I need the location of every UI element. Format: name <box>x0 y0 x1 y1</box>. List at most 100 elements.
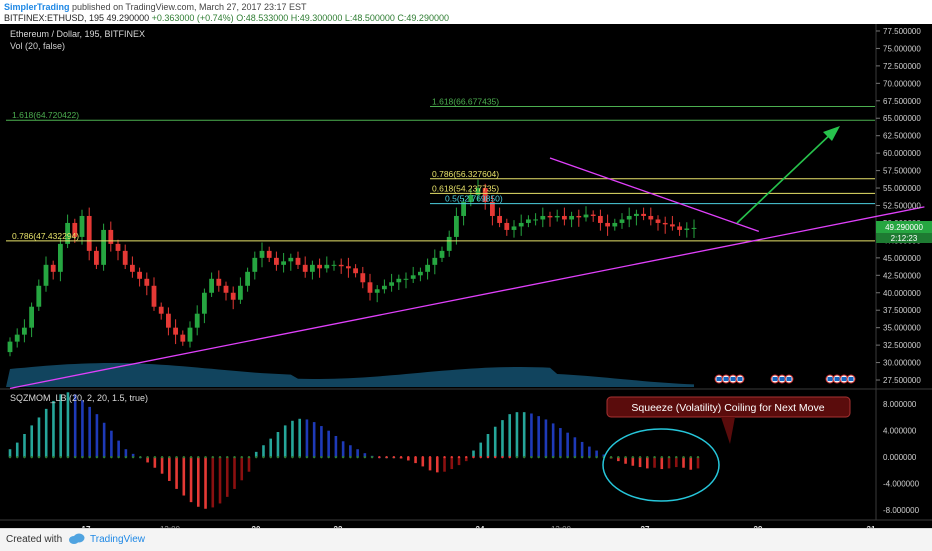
squeeze-dot <box>211 455 214 459</box>
indicator-axis[interactable]: 8.000000 4.000000 0.000000 -4.000000 -8.0000… <box>883 400 920 515</box>
histogram-bar <box>407 457 410 461</box>
chart-canvas[interactable]: 1.618(64.720422) 1.618(66.677435) 0.786(56… <box>0 24 932 528</box>
squeeze-dot <box>168 455 171 459</box>
histogram-bar <box>153 457 157 468</box>
time-axis[interactable]: 17 13:00 20 22 24 13:00 27 29 31 <box>82 525 876 528</box>
squeeze-dot <box>646 455 649 459</box>
candle-body <box>173 327 178 335</box>
squeeze-dot <box>399 455 403 459</box>
histogram-bar <box>218 457 222 504</box>
arrow-head <box>823 126 840 141</box>
histogram-bar <box>646 457 649 469</box>
histogram-bar <box>638 457 642 468</box>
candle-body <box>202 292 207 314</box>
fib-label: 1.618(64.720422) <box>12 110 79 120</box>
squeeze-dot <box>450 455 453 459</box>
author-link[interactable]: SimplerTrading <box>4 2 70 12</box>
squeeze-dot <box>566 455 569 459</box>
candle-body <box>101 229 106 265</box>
histogram-bar <box>631 457 635 466</box>
squeeze-dot <box>182 455 186 459</box>
squeeze-dot <box>66 455 70 459</box>
histogram-bar <box>580 441 584 458</box>
squeeze-dot <box>160 455 164 459</box>
price-badge-box <box>876 221 932 233</box>
squeeze-dot <box>73 455 77 459</box>
price-tick-label: 42.500000 <box>883 271 921 280</box>
price-axis[interactable]: 77.500000 75.000000 72.500000 70.000000 67.5… <box>876 27 921 385</box>
close-value: 49.290000 <box>406 13 449 23</box>
flag-stripe <box>779 377 785 381</box>
histogram-bar <box>349 445 352 458</box>
candle-body <box>346 266 351 269</box>
main-pane-title: Ethereum / Dollar, 195, BITFINEX <box>10 29 145 39</box>
squeeze-dot <box>305 455 309 459</box>
time-tick-label: 22 <box>334 525 343 528</box>
candles <box>7 179 697 357</box>
indicator-tick-label: -4.000000 <box>883 480 920 489</box>
trendline <box>9 206 925 390</box>
squeeze-dot <box>421 455 424 459</box>
squeeze-dot <box>52 455 55 459</box>
histogram-bar <box>189 457 193 503</box>
histogram-bar <box>52 400 55 458</box>
squeeze-dot <box>226 455 229 459</box>
candle-body <box>612 222 618 227</box>
histogram-bar <box>95 414 99 458</box>
candle-body <box>360 273 366 283</box>
flag-stripe <box>827 377 833 381</box>
squeeze-dot <box>689 455 692 459</box>
squeeze-dot <box>88 455 91 459</box>
squeeze-dot <box>436 455 439 459</box>
histogram-bar <box>428 457 432 471</box>
fib-levels: 1.618(64.720422) 1.618(66.677435) 0.786(56… <box>6 97 875 242</box>
candle-body <box>403 278 409 280</box>
squeeze-dot <box>428 455 432 459</box>
candle-body <box>598 215 603 223</box>
candle-body <box>295 257 301 265</box>
squeeze-dot <box>580 455 584 459</box>
squeeze-dot <box>45 455 48 459</box>
candle-body <box>230 292 236 300</box>
histogram-bar <box>435 457 439 473</box>
candle-body <box>302 264 308 272</box>
histogram-bar <box>291 420 294 458</box>
candle-body <box>490 202 495 216</box>
price-tick-label: 72.500000 <box>883 62 921 71</box>
created-with-text: Created with <box>6 534 63 545</box>
volume-area <box>6 363 694 387</box>
histogram-bar <box>204 457 207 509</box>
candle-body <box>482 188 488 203</box>
histogram-bar <box>247 457 251 472</box>
histogram-bar <box>44 408 48 458</box>
candle-body <box>662 222 668 225</box>
histogram-bar <box>8 449 12 458</box>
price-tick-label: 67.500000 <box>883 97 921 106</box>
histogram-bar <box>327 430 330 458</box>
candle-body <box>122 250 128 265</box>
time-tick-label: 13:00 <box>160 525 181 528</box>
histogram-bar <box>544 419 548 458</box>
squeeze-dot <box>494 455 497 459</box>
histogram-bar <box>595 450 598 458</box>
squeeze-dot <box>370 455 374 459</box>
candle-body <box>353 268 358 274</box>
time-tick-label: 31 <box>867 525 876 528</box>
candle-body <box>259 250 265 258</box>
time-tick-label: 13:00 <box>551 525 572 528</box>
price-tick-label: 62.500000 <box>883 132 921 141</box>
squeeze-dot <box>284 455 287 459</box>
histogram-bar <box>117 440 120 458</box>
time-tick-label: 17 <box>82 525 91 528</box>
histogram-bar <box>522 412 526 458</box>
tradingview-brand-link[interactable]: TradingView <box>90 534 146 545</box>
squeeze-dot <box>341 455 345 459</box>
squeeze-dot <box>385 455 388 459</box>
candle-body <box>144 278 150 286</box>
squeeze-dot <box>124 455 128 459</box>
squeeze-dot <box>631 455 635 459</box>
candle-body <box>461 202 466 216</box>
squeeze-dot <box>465 455 468 459</box>
squeeze-dot <box>559 455 562 459</box>
candle-body <box>418 271 423 276</box>
